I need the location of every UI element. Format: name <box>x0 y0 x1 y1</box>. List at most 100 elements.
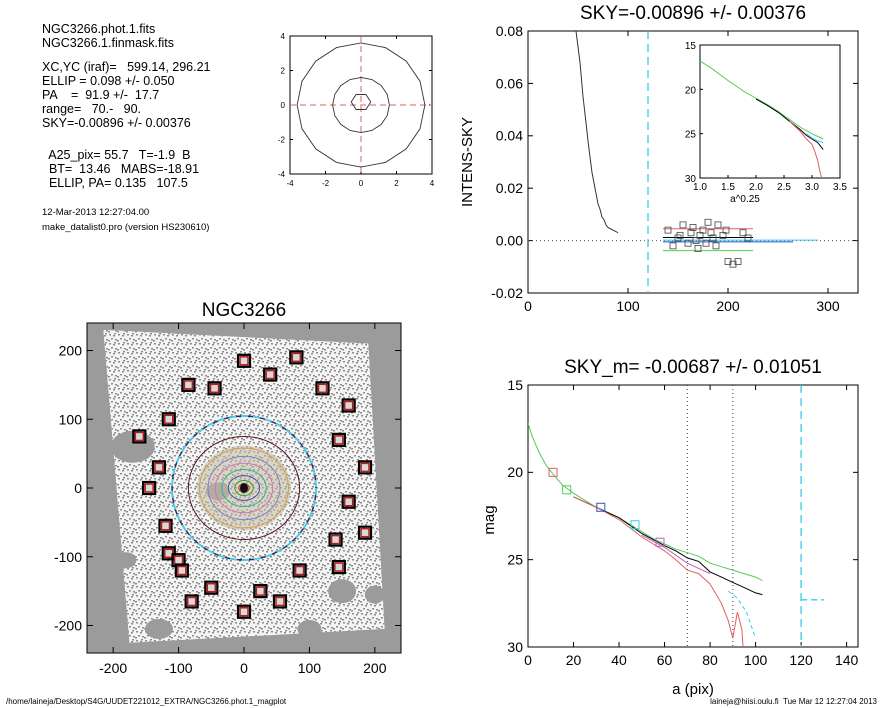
image-mask-hole <box>116 552 137 569</box>
image-plot-ytick-label: -200 <box>54 618 82 634</box>
footer-path: /home/laineja/Desktop/S4G/UUDET221012_EX… <box>6 697 287 706</box>
footer-user: laineja@hiisi.oulu.fi Tue Mar 12 12:27:0… <box>710 697 877 706</box>
info-line: ELLIP, PA= 0.135 107.5 <box>42 176 188 190</box>
sky-box <box>173 555 184 565</box>
sky-plot-point <box>707 229 715 237</box>
mag-plot-xtick-label: 100 <box>744 652 768 668</box>
mag-plot-xtick-label: 20 <box>566 652 582 668</box>
ellipse-plot-xtick-label: 4 <box>430 179 435 188</box>
sky-box-outer <box>236 353 252 368</box>
mag-plot-xtick-label: 80 <box>702 652 718 668</box>
sky-plot-point <box>676 231 684 239</box>
sky-box <box>291 352 302 363</box>
sky-box <box>360 462 370 473</box>
image-dashed-circle <box>171 415 317 561</box>
sky-box <box>206 582 217 593</box>
sky-box-outer <box>331 559 346 575</box>
info-line: range= 70.- 90. <box>42 102 142 116</box>
mag-plot-xtick-label: 0 <box>524 652 532 668</box>
mag-plot-series-group <box>528 385 824 647</box>
sky-inset-frame <box>699 44 841 179</box>
mag-plot-marker <box>655 537 665 547</box>
image-plot-ytick-label: 200 <box>59 343 83 359</box>
sky-plot-xtick-label: 100 <box>616 298 640 314</box>
sky-inset-xtick-label: 1.5 <box>721 182 735 193</box>
mag-plot-series-line <box>641 534 711 575</box>
sky-plot-ytick-label: 0.00 <box>496 233 523 249</box>
image-plot-xtick-label: -100 <box>165 660 193 676</box>
sky-box-outer <box>181 377 196 392</box>
info-line: ELLIP = 0.098 +/- 0.050 <box>42 74 175 88</box>
sky-box <box>239 356 249 366</box>
mag-plot-marker <box>562 485 572 495</box>
sky-inset-series-group <box>700 60 824 178</box>
sky-plot-title: SKY=-0.00896 +/- 0.00376 <box>580 3 806 24</box>
sky-plot-ytick-label: -0.02 <box>491 285 523 301</box>
sky-plot-point <box>692 237 700 245</box>
mag-plot-marker <box>596 502 606 512</box>
sky-plot-point <box>734 258 742 265</box>
image-plot-title: NGC3266 <box>202 300 287 321</box>
sky-inset-ytick-label: 30 <box>685 174 697 185</box>
sky-box-outer <box>151 460 167 475</box>
sky-plot-series-group <box>575 31 818 252</box>
info-line: NGC3266.1.finmask.fits <box>42 36 174 50</box>
info-line: NGC3266.phot.1.fits <box>42 22 156 36</box>
sky-box-outer <box>236 604 252 619</box>
sky-box <box>209 383 220 394</box>
ellipse-plot-ytick-label: -4 <box>278 170 286 179</box>
image-mask-hole <box>297 619 322 638</box>
sky-plot-point <box>664 226 672 234</box>
sky-box-outer <box>174 563 189 578</box>
info-line: XC,YC (iraf)= 599.14, 296.21 <box>42 60 211 74</box>
sky-box-outer <box>263 367 278 382</box>
mag-plot-xtick-label: 40 <box>611 652 627 668</box>
sky-box <box>330 534 341 545</box>
sky-box-outer <box>357 525 373 540</box>
mag-plot-title: SKY_m= -0.00687 +/- 0.01051 <box>564 357 822 378</box>
mag-plot-ylabel: mag <box>481 505 498 534</box>
sky-inset-xtick-label: 1.0 <box>693 182 707 193</box>
sky-box-outer <box>204 580 219 595</box>
sky-box-outer <box>292 563 307 578</box>
sky-inset-xtick-label: 3.0 <box>805 182 819 193</box>
sky-box <box>265 369 275 380</box>
sky-box <box>317 383 328 394</box>
mag-plot-xtick-label: 120 <box>789 652 813 668</box>
sky-plot-point <box>694 245 702 252</box>
mag-plot-ytick-label: 15 <box>507 377 523 393</box>
sky-inset-series-line <box>806 133 824 143</box>
sky-box <box>294 565 305 576</box>
image-mask-hole <box>144 618 173 639</box>
galaxy-core <box>240 483 248 493</box>
info-date: 12-Mar-2013 12:27:04.00 <box>42 207 150 218</box>
sky-box <box>144 483 154 493</box>
galaxy-isophote <box>234 479 254 497</box>
sky-plot-point <box>687 229 695 237</box>
sky-plot-point <box>714 221 722 229</box>
sky-box-outer <box>328 532 343 547</box>
ellipse-plot-xtick-label: -4 <box>286 179 294 188</box>
info-line: PA = 91.9 +/- 17.7 <box>42 88 160 102</box>
info-program: make_datalist0.pro (version HS230610) <box>42 222 210 233</box>
sky-plot-ytick-label: 0.06 <box>496 75 523 91</box>
mag-plot-ytick-label: 20 <box>507 464 523 480</box>
image-plot-ytick-label: -100 <box>54 549 82 565</box>
image-plot-xtick-label: -200 <box>99 660 127 676</box>
sky-plot-xtick-label: 0 <box>524 298 532 314</box>
sky-plot-point <box>722 226 730 234</box>
mag-plot-ytick-label: 25 <box>507 552 523 568</box>
mag-plot-xtick-label: 140 <box>835 652 859 668</box>
galaxy-isophote <box>227 475 261 501</box>
sky-box <box>343 400 354 411</box>
image-mask-hole <box>364 585 385 604</box>
image-plot-ytick-label: 100 <box>59 411 83 427</box>
sky-box <box>275 596 285 607</box>
sky-box <box>255 586 266 596</box>
mag-plot-xlabel: a (pix) <box>672 681 714 698</box>
sky-plot-ytick-label: 0.04 <box>496 128 523 144</box>
sky-box-outer <box>184 594 199 609</box>
ellipse-plot-xtick-label: -2 <box>322 179 330 188</box>
sky-plot-ylabel: INTENS-SKY <box>459 117 476 207</box>
